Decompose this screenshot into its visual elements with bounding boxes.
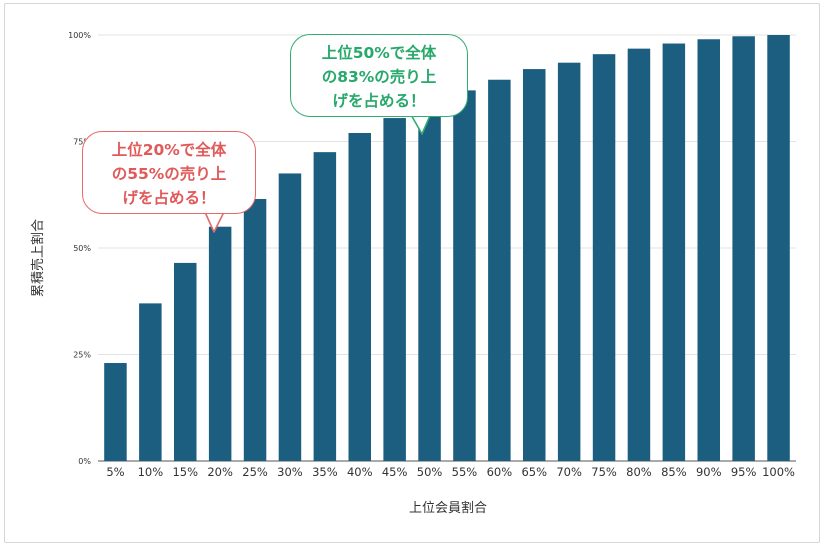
bar-5pct [104, 363, 127, 461]
annotation-top20: 上位20%で全体 の55%の売り上 げを占める！ [82, 131, 256, 214]
bar-55pct [453, 90, 476, 461]
x-tick-label: 70% [556, 465, 582, 479]
y-tick-label: 0% [78, 457, 91, 466]
y-tick-label: 75% [73, 138, 91, 147]
x-tick-label: 85% [661, 465, 687, 479]
x-tick-labels: 5% 10% 15% 20% 25% 30% 35% 40% 45% 50% 55% 60% 65% 70… [106, 465, 795, 479]
bar-35pct [313, 152, 337, 461]
bar-80pct [627, 48, 651, 462]
x-tick-label: 35% [312, 465, 338, 479]
annotation-top50-line2: の83%の売り上 [321, 68, 437, 86]
x-tick-label: 50% [417, 465, 443, 479]
bars [104, 35, 790, 462]
bar-65pct [523, 69, 546, 461]
y-tick-label: 25% [73, 351, 91, 360]
x-tick-label: 90% [696, 465, 722, 479]
annotation-top50: 上位50%で全体 の83%の売り上 げを占める！ [290, 34, 468, 117]
annotation-top50-line1: 上位50%で全体 [321, 44, 437, 62]
bar-70pct [557, 62, 581, 461]
x-tick-label: 60% [487, 465, 513, 479]
annotation-top20-line3: げを占める！ [122, 189, 216, 207]
x-tick-label: 75% [591, 465, 617, 479]
bar-15pct [174, 262, 197, 461]
x-tick-label: 95% [731, 465, 757, 479]
x-tick-label: 100% [762, 465, 795, 479]
y-tick-label: 100% [68, 31, 91, 40]
x-tick-label: 55% [452, 465, 478, 479]
bar-60pct [488, 79, 511, 461]
x-tick-label: 65% [521, 465, 547, 479]
y-tick-label: 50% [73, 244, 91, 253]
annotation-top20-line1: 上位20%で全体 [111, 141, 227, 159]
bar-40pct [348, 132, 371, 462]
bar-45pct [383, 118, 406, 461]
x-axis-title: 上位会員割合 [409, 500, 487, 516]
x-tick-label: 15% [172, 465, 198, 479]
bar-90pct [697, 39, 720, 461]
x-tick-label: 20% [207, 465, 233, 479]
x-tick-label: 40% [347, 465, 373, 479]
bar-100pct [767, 35, 790, 461]
annotation-top20-line2: の55%の売り上 [111, 165, 227, 183]
bar-75pct [592, 54, 616, 462]
x-tick-label: 5% [106, 465, 124, 479]
x-tick-label: 10% [138, 465, 164, 479]
bar-85pct [662, 43, 686, 462]
bar-30pct [278, 173, 302, 461]
y-tick-labels: 0% 25% 50% 75% 100% [68, 31, 91, 466]
x-tick-label: 45% [382, 465, 408, 479]
annotation-top50-line3: げを占める！ [332, 92, 426, 110]
bar-20pct [208, 226, 232, 461]
x-tick-label: 80% [626, 465, 652, 479]
bar-25pct [243, 199, 267, 461]
x-tick-label: 30% [277, 465, 303, 479]
x-tick-label: 25% [242, 465, 268, 479]
bar-10pct [139, 303, 162, 461]
bar-95pct [732, 36, 755, 461]
bar-50pct [418, 105, 441, 461]
y-axis-title: 累積売上割合 [30, 219, 46, 297]
